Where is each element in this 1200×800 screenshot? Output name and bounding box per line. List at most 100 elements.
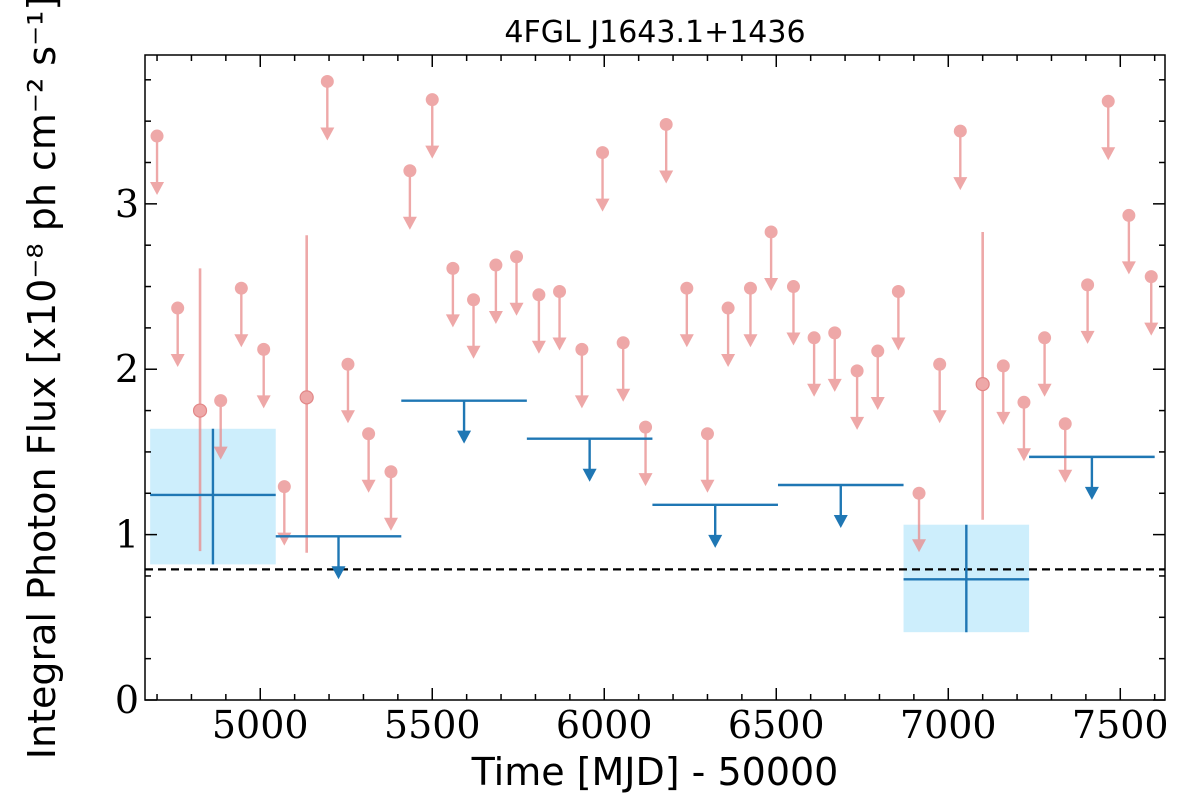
- short-bin-upper-limit: [170, 301, 185, 368]
- upper-limit-marker: [425, 93, 439, 107]
- upper-limit-marker: [1101, 94, 1115, 108]
- upper-limit-marker: [639, 420, 653, 434]
- long-bin-upper-limit-arrow: [1084, 486, 1099, 500]
- upper-limit-arrow: [891, 337, 906, 351]
- upper-limit-marker: [807, 331, 821, 345]
- upper-limit-marker: [743, 281, 757, 295]
- upper-limit-marker: [764, 225, 778, 239]
- upper-limit-marker: [489, 258, 503, 272]
- upper-limit-arrow: [996, 411, 1011, 425]
- y-tick-label: 3: [115, 182, 139, 226]
- short-bin-upper-limit: [256, 342, 271, 409]
- upper-limit-marker: [933, 357, 947, 371]
- y-axis-label: Integral Photon Flux [x10⁻⁸ ph cm⁻² s⁻¹]: [20, 0, 64, 759]
- upper-limit-arrow: [402, 216, 417, 230]
- short-bin-upper-limit: [383, 465, 398, 531]
- short-bin-upper-limit: [445, 261, 460, 328]
- upper-limit-arrow: [150, 182, 165, 196]
- long-bin-upper-limit-arrow: [833, 515, 848, 528]
- short-bin-detection: [192, 268, 208, 552]
- short-bin-upper-limit: [679, 281, 694, 348]
- upper-limit-arrow: [638, 473, 653, 487]
- upper-limit-marker: [362, 427, 376, 441]
- upper-limit-arrow: [320, 127, 335, 141]
- upper-limit-marker: [850, 364, 864, 378]
- short-bin-detection: [299, 235, 314, 553]
- upper-limit-marker: [700, 427, 714, 441]
- upper-limit-marker: [214, 394, 228, 408]
- upper-limit-marker: [341, 357, 355, 371]
- upper-limit-marker: [786, 280, 800, 294]
- upper-limit-marker: [1058, 417, 1072, 431]
- upper-limit-arrow: [574, 395, 589, 409]
- upper-limit-marker: [553, 285, 567, 298]
- short-bin-upper-limit: [786, 280, 801, 346]
- upper-limit-arrow: [912, 539, 927, 553]
- short-bin-upper-limit: [721, 301, 736, 368]
- short-bin-upper-limit: [891, 285, 906, 351]
- upper-limit-arrow: [807, 383, 822, 397]
- short-bin-upper-limit: [807, 331, 822, 397]
- upper-limit-arrow: [256, 395, 271, 409]
- upper-limit-arrow: [1058, 469, 1073, 483]
- short-bin-detection: [975, 231, 990, 520]
- short-bin-upper-limit: [595, 146, 610, 212]
- short-bin-series: [150, 74, 1159, 553]
- short-bin-upper-limit: [574, 342, 589, 409]
- short-bin-upper-limit: [150, 129, 165, 196]
- upper-limit-marker: [277, 480, 291, 494]
- upper-limit-arrow: [1144, 322, 1159, 336]
- upper-limit-marker: [532, 288, 546, 302]
- short-bin-upper-limit: [700, 427, 715, 493]
- short-bin-upper-limit: [1080, 278, 1095, 344]
- upper-limit-marker: [234, 281, 248, 295]
- long-bin-upper-limit-arrow: [457, 430, 472, 444]
- long-bin-upper-limit-arrow: [582, 468, 597, 482]
- short-bin-upper-limit: [616, 336, 631, 402]
- upper-limit-arrow: [1080, 330, 1095, 344]
- long-bin-series: [150, 399, 1155, 633]
- upper-limit-arrow: [466, 345, 481, 359]
- upper-limit-marker: [953, 124, 967, 138]
- upper-limit-arrow: [509, 302, 524, 316]
- x-axis-label: Time [MJD] - 50000: [471, 750, 839, 794]
- upper-limit-arrow: [932, 410, 947, 424]
- short-bin-upper-limit: [531, 288, 546, 354]
- upper-limit-arrow: [1101, 147, 1116, 161]
- upper-limit-marker: [1122, 208, 1136, 222]
- upper-limit-arrow: [1121, 261, 1136, 275]
- upper-limit-arrow: [870, 397, 885, 411]
- upper-limit-marker: [575, 342, 589, 356]
- upper-limit-marker: [996, 359, 1010, 373]
- x-tick-label: 6500: [728, 703, 825, 747]
- upper-limit-marker: [659, 117, 673, 131]
- short-bin-upper-limit: [552, 285, 567, 351]
- upper-limit-marker: [384, 465, 398, 479]
- upper-limit-marker: [1081, 278, 1095, 292]
- short-bin-upper-limit: [743, 281, 758, 348]
- short-bin-upper-limit: [361, 427, 376, 493]
- upper-limit-arrow: [170, 354, 185, 368]
- upper-limit-arrow: [679, 334, 694, 348]
- short-bin-upper-limit: [827, 326, 842, 392]
- upper-limit-marker: [171, 301, 185, 315]
- x-tick-label: 7000: [900, 703, 997, 747]
- upper-limit-marker: [616, 336, 630, 350]
- upper-limit-arrow: [786, 332, 801, 346]
- upper-limit-marker: [1144, 270, 1158, 284]
- short-bin-upper-limit: [764, 225, 779, 291]
- short-bin-upper-limit: [488, 258, 503, 325]
- upper-limit-arrow: [213, 446, 228, 460]
- short-bin-upper-limit: [425, 93, 440, 159]
- upper-limit-marker: [257, 342, 271, 356]
- upper-limit-arrow: [700, 479, 715, 493]
- detection-marker: [299, 390, 314, 405]
- x-tick-label: 5500: [384, 703, 481, 747]
- upper-limit-arrow: [659, 170, 674, 184]
- x-tick-label: 7500: [1072, 703, 1169, 747]
- short-bin-upper-limit: [850, 364, 865, 430]
- short-bin-upper-limit: [1058, 417, 1073, 483]
- short-bin-upper-limit: [638, 420, 653, 487]
- short-bin-upper-limit: [932, 357, 947, 424]
